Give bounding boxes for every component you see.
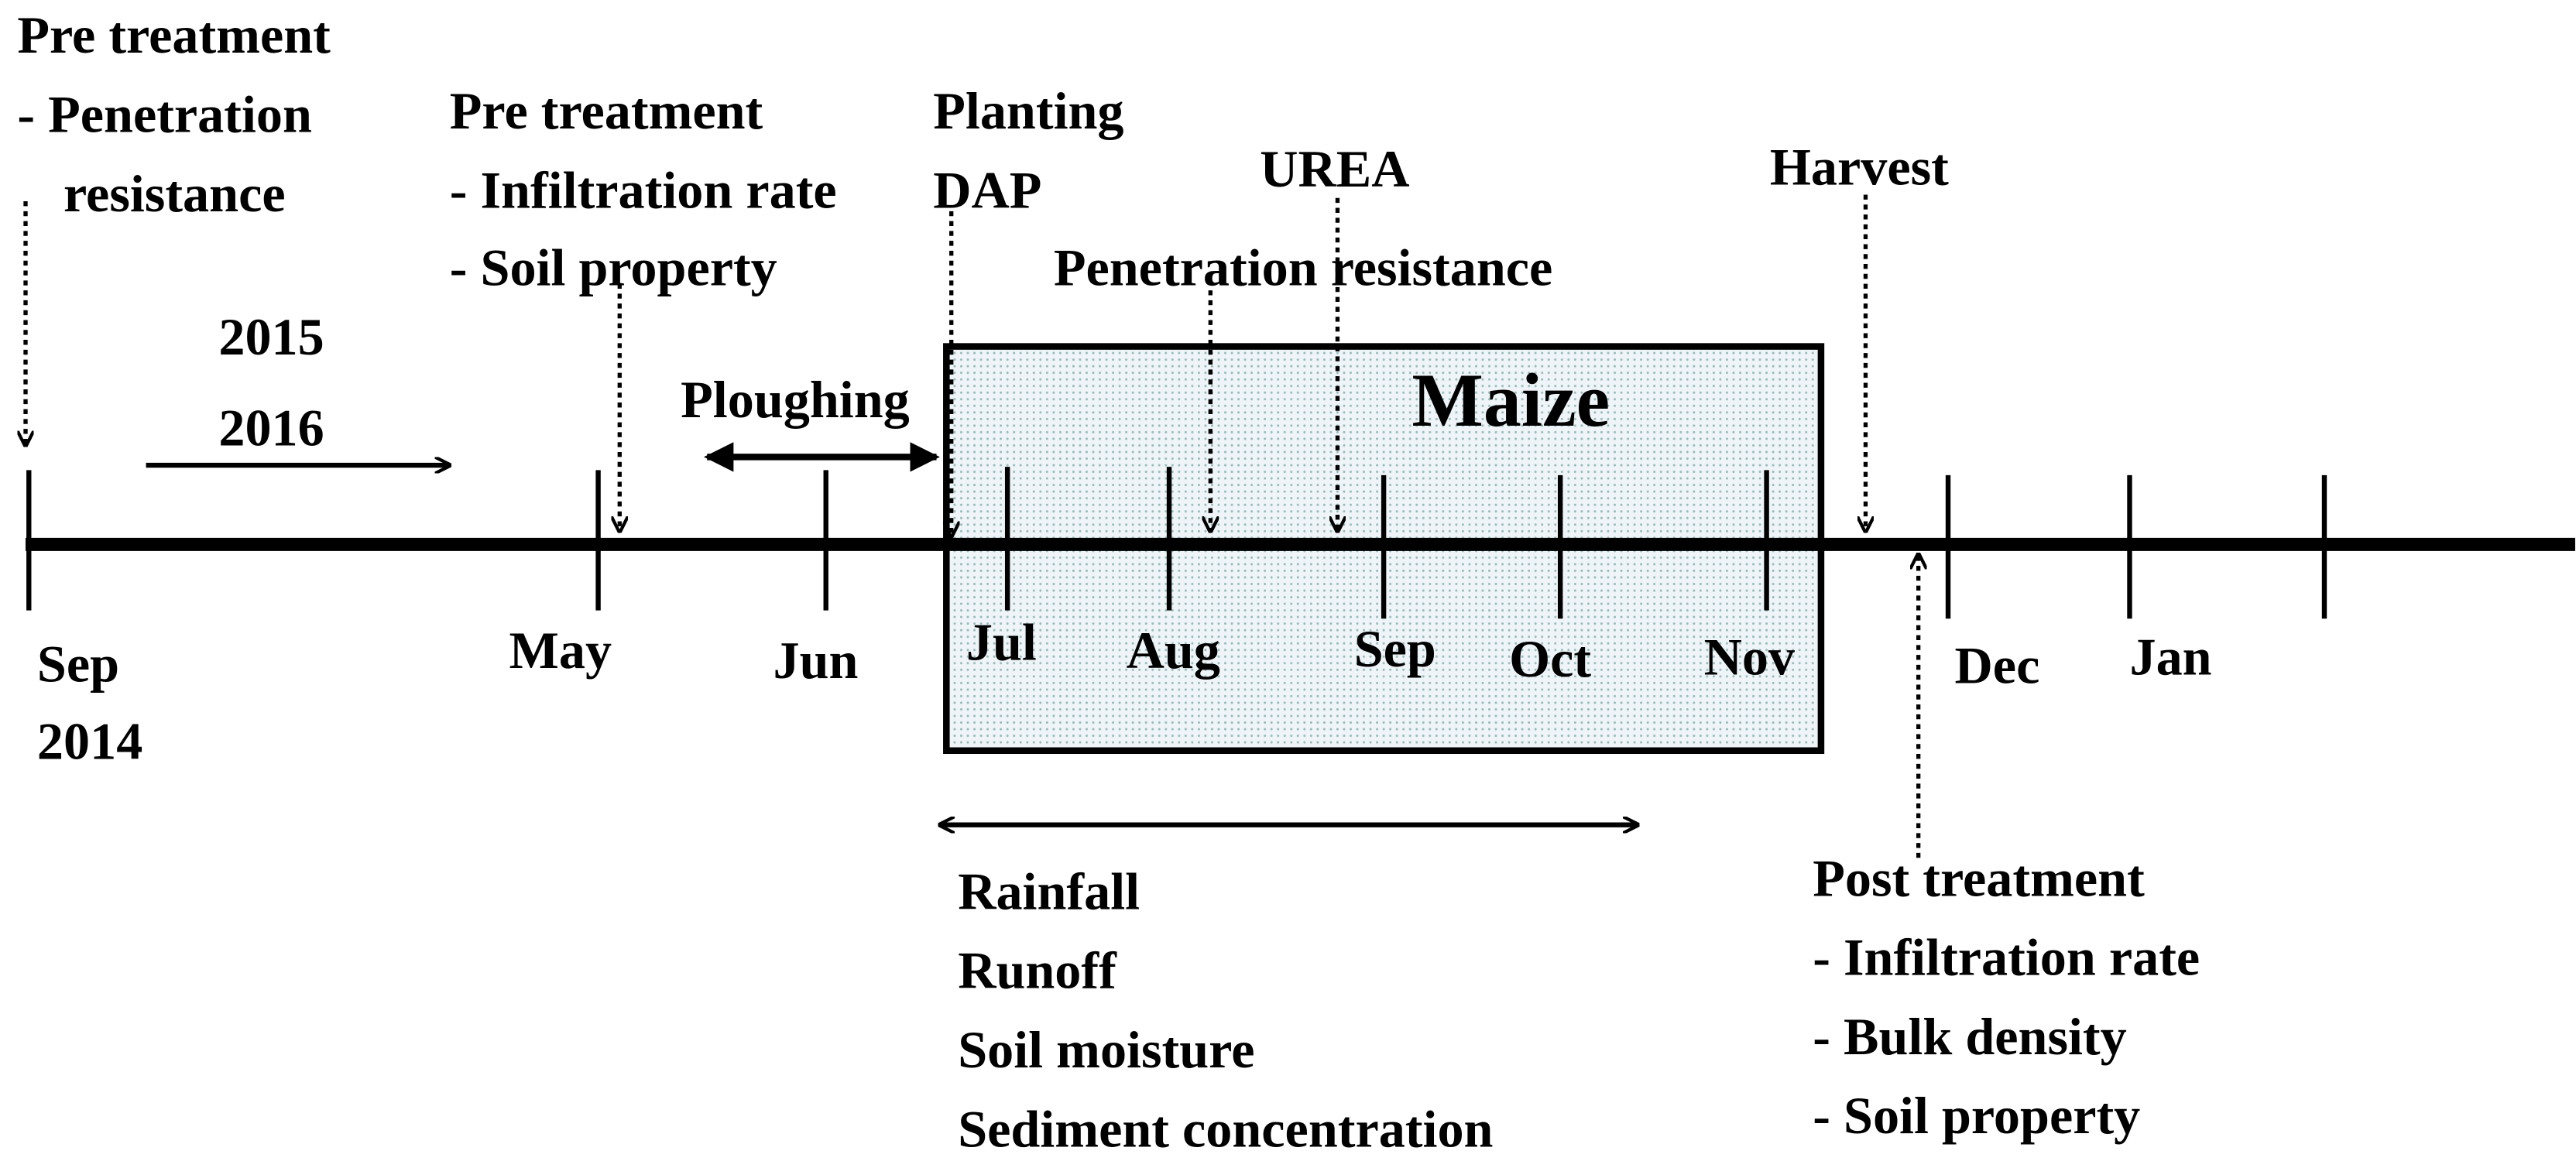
month-label: Nov xyxy=(1704,628,1796,687)
event-item: DAP xyxy=(933,161,1041,220)
year-label: 2015 xyxy=(218,307,324,366)
month-label: May xyxy=(509,621,612,680)
month-label: Jan xyxy=(2129,628,2211,687)
event-title: Post treatment xyxy=(1813,848,2145,907)
event-item: - Soil property xyxy=(1813,1086,2140,1145)
month-label: Sep xyxy=(1354,619,1436,678)
event-title: Pre treatment xyxy=(450,81,763,140)
measurement: Sediment concentration xyxy=(958,1099,1493,1158)
event-item: - Bulk density xyxy=(1813,1007,2126,1066)
ploughing-label: Ploughing xyxy=(681,370,910,429)
measurement: Runoff xyxy=(958,941,1117,1000)
crop-label: Maize xyxy=(1411,359,1610,443)
event-title: Harvest xyxy=(1770,138,1949,197)
event-item: resistance xyxy=(63,164,286,223)
event-item: - Penetration xyxy=(17,85,312,144)
month-label: Jul xyxy=(966,613,1037,672)
year-label: 2014 xyxy=(37,711,142,770)
measurement: Soil moisture xyxy=(958,1020,1254,1079)
event-title: UREA xyxy=(1260,139,1409,198)
event-title: Penetration resistance xyxy=(1054,238,1552,297)
month-label: Aug xyxy=(1127,621,1220,680)
month-label: Dec xyxy=(1955,635,2040,694)
year-label: 2016 xyxy=(218,398,324,457)
labels: Pre treatment - Penetration resistance 2… xyxy=(17,5,2211,1158)
event-title: Planting xyxy=(933,81,1123,140)
event-item: - Infiltration rate xyxy=(450,161,837,220)
month-label: Sep xyxy=(37,634,119,693)
month-label: Oct xyxy=(1509,629,1591,688)
measurement: Rainfall xyxy=(958,861,1140,920)
month-label: Jun xyxy=(773,631,859,690)
arrows xyxy=(26,194,1919,858)
month-ticks xyxy=(26,467,2327,619)
event-item: - Infiltration rate xyxy=(1813,928,2200,987)
event-title: Pre treatment xyxy=(17,5,331,64)
event-item: - Soil property xyxy=(450,238,777,297)
